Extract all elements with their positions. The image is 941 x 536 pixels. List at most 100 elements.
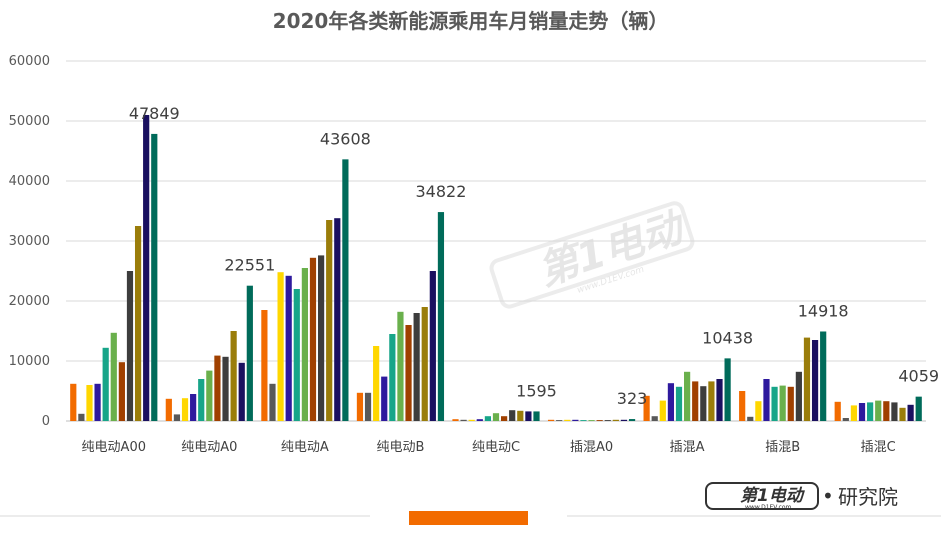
bar <box>875 400 882 421</box>
bar <box>842 418 849 421</box>
y-tick-label: 10000 <box>9 354 50 369</box>
bar <box>820 331 827 421</box>
y-tick-label: 50000 <box>9 114 50 129</box>
y-axis-ticks: 0 10000 20000 30000 40000 50000 60000 <box>9 54 50 429</box>
bar <box>492 413 500 421</box>
bar <box>501 416 508 421</box>
data-label: 22551 <box>224 256 275 275</box>
bar <box>834 401 841 421</box>
bar <box>94 383 101 421</box>
car-logo-icon <box>705 482 819 510</box>
bar <box>907 404 914 421</box>
bar <box>891 402 898 421</box>
bar <box>173 414 181 421</box>
bar <box>86 385 93 421</box>
bar <box>533 411 540 421</box>
bar <box>165 398 172 421</box>
footer-accent-bar <box>409 511 528 525</box>
bar <box>301 268 308 421</box>
bar <box>389 334 396 421</box>
bars <box>70 115 922 421</box>
data-label: 47849 <box>129 104 180 123</box>
bar <box>684 371 691 421</box>
x-tick-label: 纯电动A00 <box>82 440 146 455</box>
bar <box>334 218 341 421</box>
bar <box>460 419 467 421</box>
data-label: 34822 <box>415 182 466 201</box>
bar <box>429 271 436 421</box>
x-tick-label: 插混A0 <box>570 440 613 455</box>
bar <box>883 401 890 421</box>
bar <box>397 311 404 421</box>
bar <box>612 419 619 421</box>
bar <box>651 416 658 421</box>
bar <box>102 347 109 421</box>
bar <box>198 379 205 421</box>
bar <box>134 226 142 421</box>
bar <box>110 332 117 421</box>
bar <box>747 416 754 421</box>
x-tick-label: 纯电动C <box>472 440 520 455</box>
bar <box>716 379 723 421</box>
bar <box>190 394 197 421</box>
bar <box>452 419 459 421</box>
bar <box>381 376 388 421</box>
bar <box>708 381 715 421</box>
bar <box>659 400 666 421</box>
bar <box>811 340 819 421</box>
bar <box>151 133 158 421</box>
bar <box>437 212 445 421</box>
bar <box>858 403 866 421</box>
bar <box>309 257 317 421</box>
bar <box>206 370 213 421</box>
bar <box>342 159 349 421</box>
bar <box>763 379 770 421</box>
bar <box>261 310 268 421</box>
bar <box>628 419 636 421</box>
y-tick-label: 0 <box>42 414 50 429</box>
bar <box>795 371 802 421</box>
chart-title: 2020年各类新能源乘用车月销量走势（辆） <box>273 9 669 33</box>
bar <box>620 419 628 421</box>
bar <box>675 386 683 421</box>
bar <box>899 407 906 421</box>
bar <box>230 331 237 421</box>
bar <box>739 391 746 421</box>
x-tick-label: 插混A <box>670 440 705 455</box>
x-tick-label: 纯电动B <box>376 440 424 455</box>
data-label: 1595 <box>516 381 557 400</box>
bar <box>779 385 786 421</box>
gridlines <box>66 60 926 422</box>
bar <box>405 325 412 421</box>
x-tick-label: 纯电动A0 <box>181 440 237 455</box>
x-tick-label: 纯电动A <box>281 440 329 455</box>
footer-brand-url: www.D1EV.com <box>745 504 792 511</box>
y-tick-label: 40000 <box>9 174 50 189</box>
bar <box>564 419 571 421</box>
bar <box>214 355 221 421</box>
x-tick-label: 插混B <box>765 440 800 455</box>
footer-logo: 第1电动 www.D1EV.com • 研究院 <box>705 482 898 511</box>
bar <box>803 337 811 421</box>
bar <box>317 255 325 421</box>
bar <box>421 307 428 421</box>
watermark-car-shape <box>489 201 695 309</box>
bar <box>643 395 650 421</box>
bar <box>667 383 675 421</box>
bar <box>700 386 707 421</box>
bar <box>143 115 150 421</box>
bar <box>596 420 603 421</box>
data-label: 10438 <box>702 328 753 347</box>
y-tick-label: 60000 <box>9 54 50 69</box>
bar <box>277 272 284 421</box>
bar <box>484 416 491 421</box>
bar <box>238 362 245 421</box>
bar <box>692 381 699 421</box>
bar <box>580 420 587 421</box>
bar <box>246 285 253 421</box>
bar <box>604 420 611 421</box>
bar <box>755 401 762 421</box>
bar <box>285 275 292 421</box>
footer-institute: 研究院 <box>838 485 898 509</box>
